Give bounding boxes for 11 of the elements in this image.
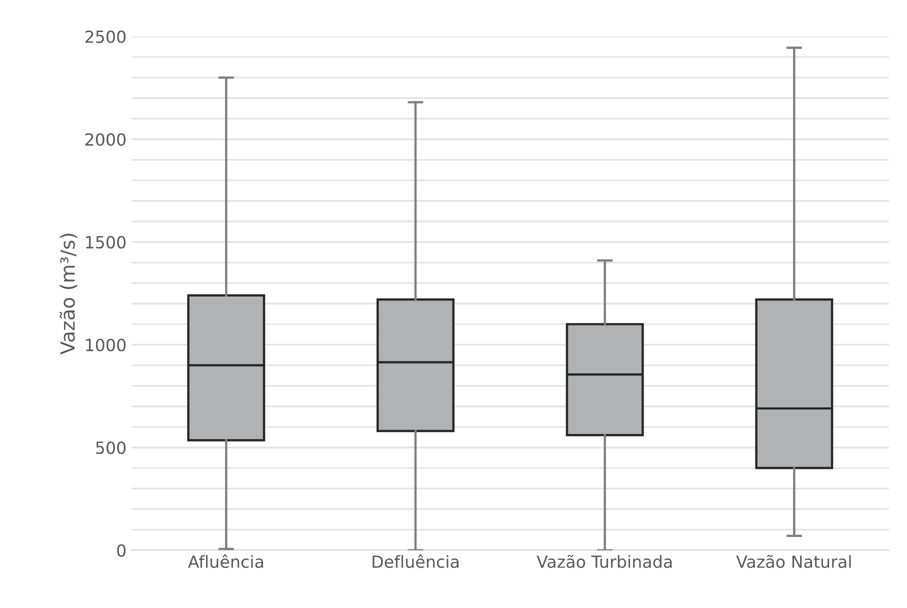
x-tick-label: Defluência <box>372 554 458 568</box>
x-tick-label: Vazão Natural <box>736 554 851 568</box>
x-tick-label: Afluência <box>188 554 264 568</box>
y-tick-label: 2500 <box>85 30 126 44</box>
y-tick-label: 1500 <box>86 236 126 249</box>
y-tick-label: 500 <box>96 441 126 454</box>
y-axis-title: Vazão (m³/s) <box>60 234 78 354</box>
x-tick-label: Vazão Turbinada <box>536 554 672 568</box>
y-tick-label: 0 <box>117 544 126 557</box>
y-tick-label: 2000 <box>85 133 126 146</box>
y-tick-label: 1000 <box>86 338 126 352</box>
